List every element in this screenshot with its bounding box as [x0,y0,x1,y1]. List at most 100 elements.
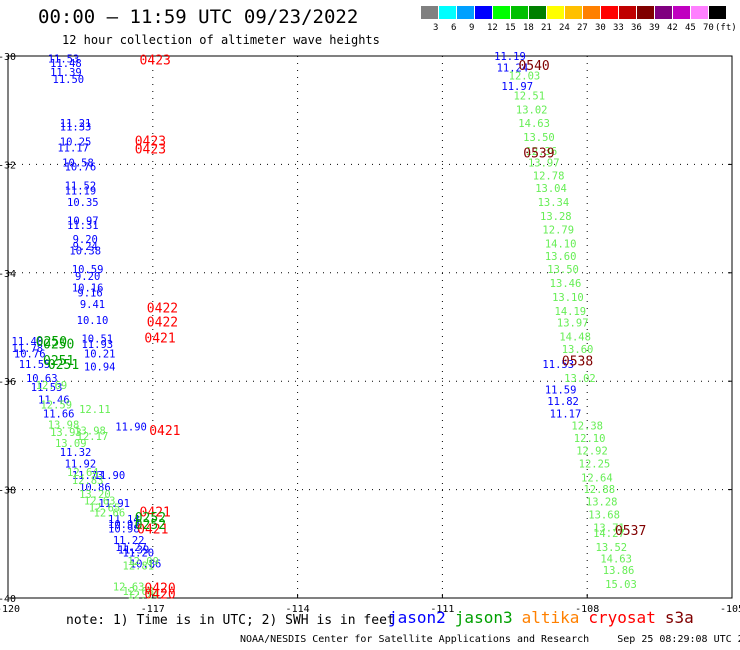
jason2-label: 11.19 [494,51,526,63]
axis-labels: -120 -117 -114 -111 -108 -105 -30 -32 -34 -36 -38 -… [0,52,740,615]
jason2-label: 10.35 [67,197,99,209]
jason2-label: 11.53 [48,53,80,65]
jason3-label: 12.10 [574,433,606,445]
y-tick-label: -32 [0,160,16,171]
jason2-label: 10.97 [67,215,99,227]
colorbar-swatch [673,6,690,19]
colorbar-label: 6 [451,23,457,33]
jason3-label: 13.09 [55,438,87,450]
jason3-label: 12.63 [113,581,145,593]
jason2-label: 10.21 [84,348,116,360]
s3a-label: 0538 [562,355,593,370]
jason3-label: 12.64 [581,473,613,485]
x-tick-label: -108 [575,604,599,615]
jason3-label: 14.48 [559,331,591,343]
colorbar-swatch [583,6,600,19]
jason2-label: 11.17 [550,409,582,421]
colorbar-label: 27 [577,23,588,33]
jason3-label: 13.28 [540,211,572,223]
jason3-times-label: 0250 [43,338,74,353]
legend-cryosat: cryosat [588,608,656,627]
jason2-label: 10.76 [14,348,46,360]
cryosat-label: 0423 [135,135,166,150]
jason2-label: 11.24 [497,63,529,75]
jason2-label: 10.86 [79,482,111,494]
jason3-label: 12.69 [36,380,68,392]
jason2-label: 9.16 [77,287,102,299]
jason2-label: 11.46 [38,395,70,407]
jason3-label: 13.46 [550,278,582,290]
jason3-label: 12.38 [571,421,603,433]
jason3-label: 13.71 [593,523,625,535]
jason3-label: 14.10 [545,239,577,251]
legend-altika: altika [521,608,580,627]
jason2-label: 11.48 [12,336,44,348]
colorbar-label: 45 [685,23,696,33]
jason2-label: 11.53 [31,382,63,394]
jason3-label: 12.24 [127,589,159,601]
jason3-label: 13.34 [538,197,570,209]
x-tick-label: -117 [141,604,165,615]
colorbar-swatch [475,6,492,19]
cryosat-label: 0421 [137,522,168,537]
colorbar-swatch [439,6,456,19]
jason2-label: 11.90 [94,470,126,482]
jason2-label: 9.20 [73,234,98,246]
jason2-label: 11.50 [53,74,85,86]
jason3-label: 12.25 [579,459,611,471]
jason2-label: 10.86 [130,558,162,570]
y-tick-label: -36 [0,377,16,388]
jason2-label: 11.52 [65,181,97,193]
cryosat-label: 0422 [147,315,178,330]
jason2-label: 11.92 [65,459,97,471]
grid-lines [7,55,733,599]
jason2-label: 11.14 [108,514,140,526]
jason2-label: 11.19 [65,185,97,197]
s3a-label: 0540 [518,59,549,74]
colorbar-label: 24 [559,23,570,33]
footer: NOAA/NESDIS Center for Satellite Applica… [240,634,740,645]
colorbar-swatch [619,6,636,19]
cryosat-label: 0423 [135,143,166,158]
jason2-label: 10.10 [77,315,109,327]
jason3-label: 12.68 [123,586,155,598]
jason3-times-label: 0250 [36,335,67,350]
jason3-label: 13.97 [557,317,589,329]
jason3-label: 13.02 [516,104,548,116]
jason3-label: 12.51 [513,90,545,102]
jason3-label: 12.83 [72,475,104,487]
footer-timestamp: Sep 25 08:29:08 UTC 2022 [617,634,740,645]
jason3-label: 13.50 [547,264,579,276]
colorbar-label: 15 [505,23,516,33]
jason3-label: 12.09 [127,556,159,568]
colorbar-swatch [565,6,582,19]
jason3-label: 13.02 [564,373,596,385]
colorbar-swatch [421,6,438,19]
jason3-label: 13.98 [48,419,80,431]
colorbar-label: 42 [667,23,678,33]
legend-jason2: jason2 [388,608,446,627]
jason2-label: 10.63 [26,373,58,385]
jason2-label: 11.21 [60,118,92,130]
jason2-label: 10.25 [60,137,92,149]
jason2-label: 11.93 [81,339,113,351]
jason2-label: 11.39 [50,67,82,79]
jason3-label: 13.86 [603,565,635,577]
jason3-times-label: 0251 [43,354,74,369]
colorbar-label: 18 [523,23,534,33]
jason2-label: 10.58 [62,158,94,170]
cryosat-label: 0420 [144,587,175,602]
jason3-label: 12.17 [77,431,109,443]
x-tick-label: -120 [0,604,20,615]
x-tick-label: -114 [286,604,310,615]
y-tick-label: -38 [0,486,16,497]
colorbar-swatch [691,6,708,19]
colorbar-label: 39 [649,23,660,33]
jason3-label: 13.52 [596,542,628,554]
y-tick-label: -30 [0,52,16,63]
jason3-label: 13.60 [562,344,594,356]
y-tick-label: -40 [0,594,16,605]
jason3-label: 12.88 [583,484,615,496]
jason3-times-label: 0252 [135,511,166,526]
colorbar-unit: (ft) [715,23,737,33]
